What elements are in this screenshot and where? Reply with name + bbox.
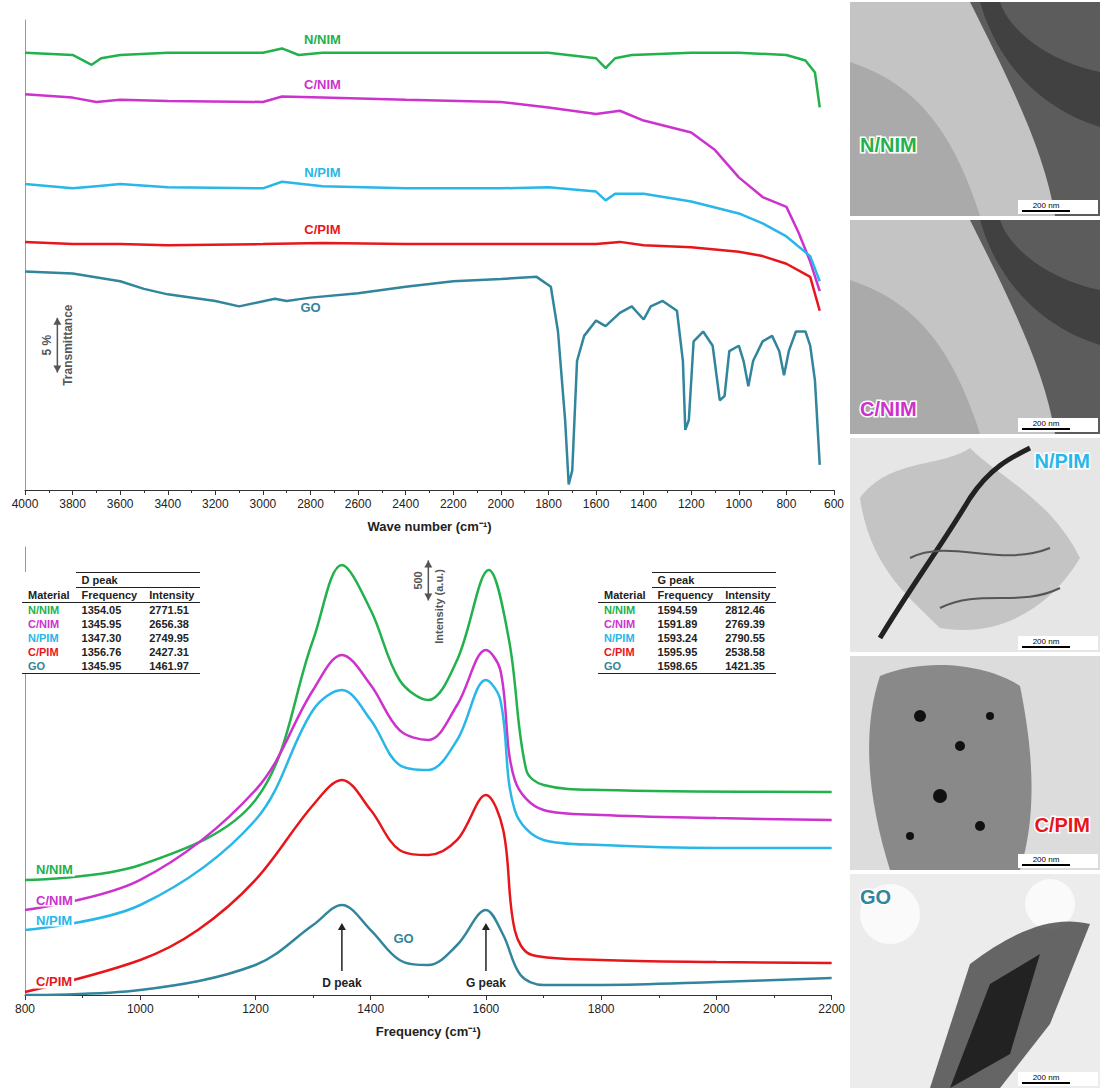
html-text:1593.24: 1593.24 [657, 632, 698, 644]
html-text:D peak: D peak [81, 574, 118, 586]
svg-text:1200: 1200 [678, 497, 705, 511]
svg-text:200 nm: 200 nm [1033, 201, 1060, 210]
svg-text:3400: 3400 [154, 497, 181, 511]
html-text:Frequency: Frequency [81, 589, 138, 601]
svg-text:1400: 1400 [630, 497, 657, 511]
svg-text:C/NIM: C/NIM [860, 398, 917, 420]
html-text:2749.95: 2749.95 [149, 632, 189, 644]
svg-text:200 nm: 200 nm [1033, 855, 1060, 864]
html-text:1591.89: 1591.89 [657, 618, 698, 630]
svg-text:GO: GO [300, 300, 320, 315]
html-text:1594.59: 1594.59 [657, 604, 698, 616]
html-text:Material: Material [604, 588, 646, 601]
svg-text:1800: 1800 [535, 497, 562, 511]
svg-text:2200: 2200 [818, 1002, 845, 1016]
html-text:1345.95: 1345.95 [81, 618, 122, 630]
html-text:2790.55: 2790.55 [725, 632, 765, 644]
svg-text:C/NIM: C/NIM [304, 77, 341, 92]
svg-text:500: 500 [412, 571, 424, 589]
html-text:N/NIM: N/NIM [28, 604, 60, 616]
svg-text:N/PIM: N/PIM [36, 913, 72, 928]
svg-text:N/NIM: N/NIM [36, 862, 73, 877]
html-text:1598.65: 1598.65 [657, 660, 698, 672]
svg-text:Wave number (cm⁻¹): Wave number (cm⁻¹) [367, 519, 491, 534]
svg-text:GO: GO [393, 931, 413, 946]
svg-text:1800: 1800 [588, 1002, 615, 1016]
html-text:C/PIM: C/PIM [604, 646, 635, 658]
html-text:Intensity: Intensity [725, 589, 771, 601]
html-text:2538.58: 2538.58 [725, 646, 765, 658]
svg-text:1000: 1000 [127, 1002, 154, 1016]
svg-text:N/PIM: N/PIM [1034, 450, 1090, 472]
svg-text:4000: 4000 [12, 497, 39, 511]
svg-text:3200: 3200 [202, 497, 229, 511]
html-text:Material: Material [28, 588, 70, 601]
svg-text:2000: 2000 [488, 497, 515, 511]
html-text:1356.76: 1356.76 [81, 646, 122, 658]
svg-text:800: 800 [776, 497, 796, 511]
svg-text:GO: GO [860, 886, 891, 908]
html-text:GO: GO [604, 660, 622, 672]
html-text:C/NIM: C/NIM [28, 618, 60, 630]
svg-text:1200: 1200 [242, 1002, 269, 1016]
svg-text:D peak: D peak [322, 976, 362, 990]
svg-text:Intensity (a.u.): Intensity (a.u.) [433, 569, 445, 644]
svg-text:1400: 1400 [357, 1002, 384, 1016]
html-text:G peak: G peak [657, 574, 695, 586]
svg-text:3000: 3000 [250, 497, 277, 511]
html-text:1421.35: 1421.35 [725, 660, 765, 672]
svg-text:2600: 2600 [345, 497, 372, 511]
svg-text:3600: 3600 [107, 497, 134, 511]
svg-text:C/NIM: C/NIM [36, 893, 73, 908]
svg-text:1600: 1600 [583, 497, 610, 511]
svg-text:1000: 1000 [725, 497, 752, 511]
html-text:2656.38: 2656.38 [149, 618, 189, 630]
svg-text:N/PIM: N/PIM [304, 165, 340, 180]
svg-text:Transmittance: Transmittance [61, 304, 75, 386]
svg-text:800: 800 [15, 1002, 35, 1016]
svg-text:2200: 2200 [440, 497, 467, 511]
svg-text:C/PIM: C/PIM [1034, 814, 1090, 836]
svg-text:200 nm: 200 nm [1033, 1073, 1060, 1082]
svg-text:1600: 1600 [473, 1002, 500, 1016]
html-text:2427.31: 2427.31 [149, 646, 189, 658]
html-text:1461.97: 1461.97 [149, 660, 189, 672]
svg-text:2400: 2400 [392, 497, 419, 511]
html-text:1595.95: 1595.95 [657, 646, 698, 658]
html-text:N/NIM: N/NIM [604, 604, 636, 616]
svg-text:G peak: G peak [466, 976, 506, 990]
svg-text:600: 600 [824, 497, 844, 511]
svg-text:200 nm: 200 nm [1033, 637, 1060, 646]
html-text:1345.95: 1345.95 [81, 660, 122, 672]
html-text:GO: GO [28, 660, 46, 672]
svg-text:N/NIM: N/NIM [860, 134, 917, 156]
html-text:C/NIM: C/NIM [604, 618, 636, 630]
svg-text:2000: 2000 [703, 1002, 730, 1016]
html-text:C/PIM: C/PIM [28, 646, 59, 658]
html-text:2812.46: 2812.46 [725, 604, 765, 616]
html-text:N/PIM: N/PIM [604, 632, 635, 644]
html-text:Frequency: Frequency [657, 589, 714, 601]
svg-text:C/PIM: C/PIM [304, 222, 340, 237]
html-text:Intensity: Intensity [149, 589, 195, 601]
svg-text:Frequency (cm⁻¹): Frequency (cm⁻¹) [376, 1024, 481, 1039]
svg-text:200 nm: 200 nm [1033, 419, 1060, 428]
html-text:N/PIM: N/PIM [28, 632, 59, 644]
html-text:2771.51: 2771.51 [149, 604, 189, 616]
svg-text:N/NIM: N/NIM [304, 32, 341, 47]
html-text:1347.30: 1347.30 [81, 632, 122, 644]
html-text:2769.39: 2769.39 [725, 618, 765, 630]
svg-text:2800: 2800 [297, 497, 324, 511]
svg-text:3800: 3800 [59, 497, 86, 511]
svg-text:C/PIM: C/PIM [36, 974, 72, 989]
html-text:1354.05: 1354.05 [81, 604, 122, 616]
svg-text:5 %: 5 % [40, 335, 54, 356]
